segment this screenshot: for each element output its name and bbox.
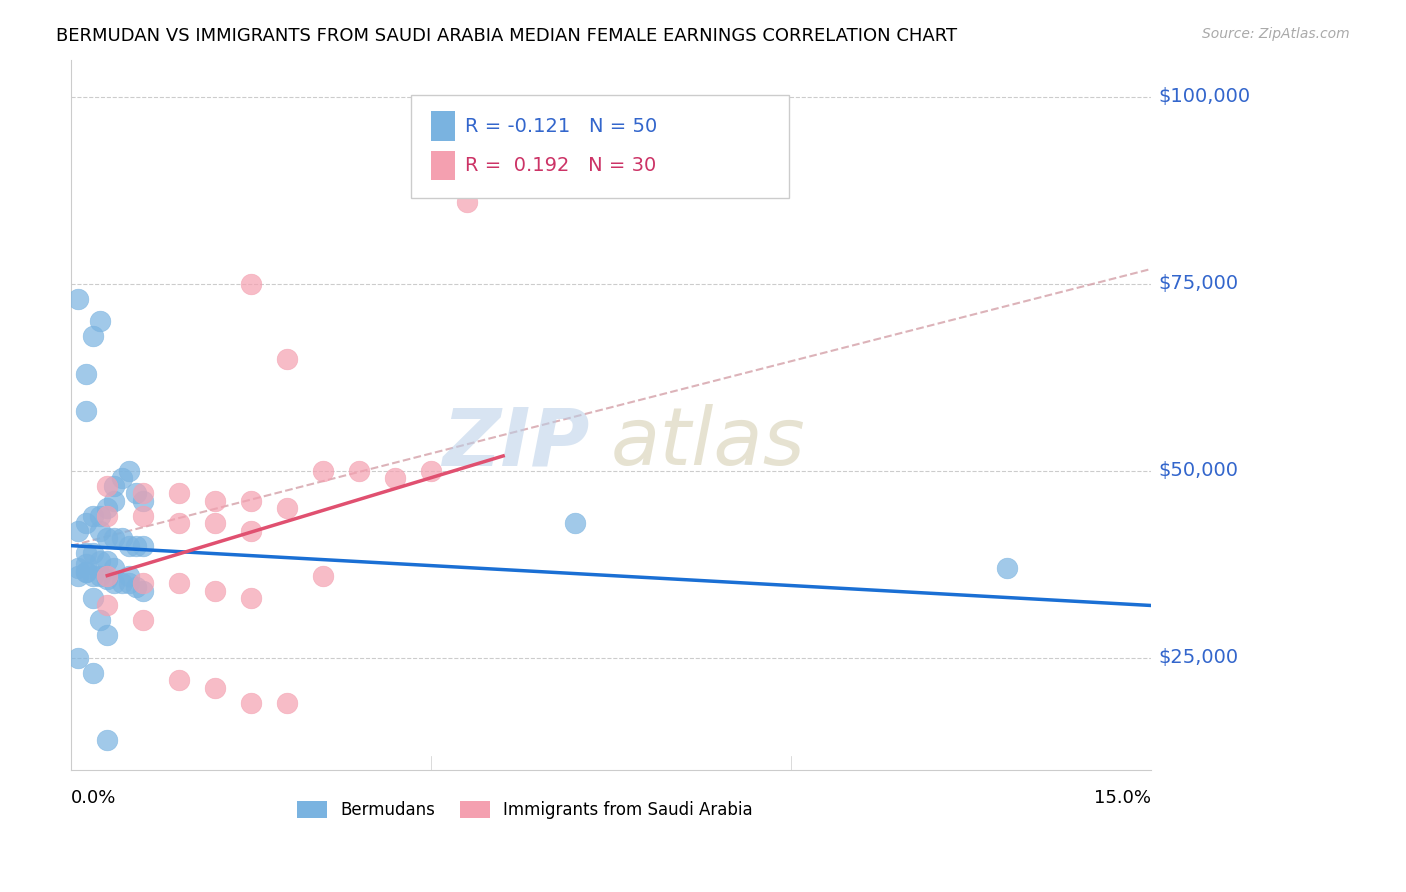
Point: [82, 568, 104, 582]
Point: [118, 464, 141, 478]
Point: [995, 561, 1018, 575]
Point: [96, 572, 118, 586]
Point: [67, 292, 90, 306]
Point: [103, 479, 125, 493]
Point: [75, 565, 97, 579]
Point: [67, 650, 90, 665]
Point: [125, 486, 148, 500]
Point: [240, 696, 263, 710]
Text: 0.0%: 0.0%: [72, 789, 117, 806]
Point: [240, 591, 263, 605]
Point: [96, 733, 118, 747]
Point: [67, 561, 90, 575]
Point: [82, 329, 104, 343]
Point: [204, 516, 226, 531]
Point: [75, 516, 97, 531]
Point: [96, 501, 118, 516]
Point: [96, 553, 118, 567]
Point: [240, 524, 263, 538]
Point: [204, 681, 226, 695]
Text: $75,000: $75,000: [1159, 275, 1239, 293]
Point: [456, 194, 478, 209]
Bar: [430, 151, 454, 180]
Point: [75, 367, 97, 381]
Point: [204, 583, 226, 598]
Text: 15.0%: 15.0%: [1094, 789, 1152, 806]
Point: [103, 561, 125, 575]
Text: R = -0.121   N = 50: R = -0.121 N = 50: [465, 117, 658, 136]
Point: [75, 404, 97, 418]
Text: Source: ZipAtlas.com: Source: ZipAtlas.com: [1202, 27, 1350, 41]
Point: [167, 576, 190, 591]
Point: [240, 493, 263, 508]
Point: [96, 479, 118, 493]
Point: [96, 628, 118, 642]
Point: [103, 493, 125, 508]
Point: [564, 516, 586, 531]
Point: [167, 516, 190, 531]
Point: [132, 508, 155, 523]
Text: R =  0.192   N = 30: R = 0.192 N = 30: [465, 156, 657, 175]
Point: [347, 464, 370, 478]
Text: $25,000: $25,000: [1159, 648, 1239, 667]
Point: [75, 565, 97, 579]
Point: [75, 558, 97, 572]
Point: [276, 501, 298, 516]
Text: BERMUDAN VS IMMIGRANTS FROM SAUDI ARABIA MEDIAN FEMALE EARNINGS CORRELATION CHAR: BERMUDAN VS IMMIGRANTS FROM SAUDI ARABIA…: [56, 27, 957, 45]
Point: [312, 464, 335, 478]
Point: [82, 665, 104, 680]
Point: [75, 546, 97, 560]
Point: [132, 614, 155, 628]
Point: [89, 508, 111, 523]
Point: [96, 599, 118, 613]
Point: [167, 673, 190, 688]
Text: $50,000: $50,000: [1159, 461, 1239, 481]
Point: [204, 493, 226, 508]
Point: [67, 524, 90, 538]
Point: [132, 576, 155, 591]
Legend: Bermudans, Immigrants from Saudi Arabia: Bermudans, Immigrants from Saudi Arabia: [290, 794, 759, 826]
Point: [82, 591, 104, 605]
Point: [384, 471, 406, 485]
Point: [89, 568, 111, 582]
Point: [132, 539, 155, 553]
FancyBboxPatch shape: [412, 95, 789, 198]
Point: [118, 576, 141, 591]
Point: [276, 351, 298, 366]
Point: [125, 580, 148, 594]
Point: [96, 508, 118, 523]
Point: [89, 314, 111, 328]
Point: [103, 576, 125, 591]
Point: [132, 493, 155, 508]
Point: [132, 583, 155, 598]
Point: [111, 471, 134, 485]
Point: [96, 531, 118, 545]
Point: [111, 576, 134, 591]
Point: [312, 568, 335, 582]
Text: atlas: atlas: [612, 404, 806, 483]
Point: [118, 539, 141, 553]
Point: [240, 277, 263, 291]
Point: [82, 546, 104, 560]
Point: [118, 568, 141, 582]
Point: [89, 553, 111, 567]
Point: [103, 531, 125, 545]
Point: [82, 508, 104, 523]
Bar: [430, 112, 454, 141]
Point: [89, 614, 111, 628]
Point: [167, 486, 190, 500]
Point: [96, 568, 118, 582]
Text: ZIP: ZIP: [441, 404, 589, 483]
Text: $100,000: $100,000: [1159, 87, 1250, 106]
Point: [420, 464, 443, 478]
Point: [132, 486, 155, 500]
Point: [276, 696, 298, 710]
Point: [111, 531, 134, 545]
Point: [125, 539, 148, 553]
Point: [89, 524, 111, 538]
Point: [67, 568, 90, 582]
